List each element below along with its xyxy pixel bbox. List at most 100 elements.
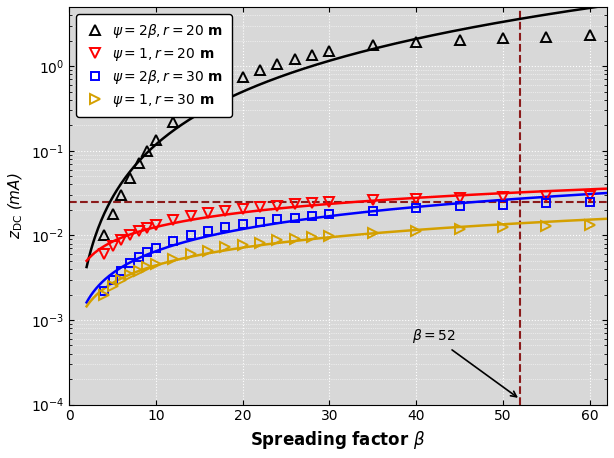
$\psi = 1, r = 20\ \mathbf{m}$ bbox=[543, 193, 550, 199]
$\psi = 1, r = 30\ \mathbf{m}$ bbox=[326, 233, 333, 239]
$\psi = 1, r = 20\ \mathbf{m}$ bbox=[456, 195, 464, 201]
$\psi = 1, r = 30\ \mathbf{m}$ bbox=[543, 223, 550, 229]
$\psi = 2\beta, r = 30\ \mathbf{m}$ bbox=[222, 225, 229, 230]
$\psi = 2\beta, r = 20\ \mathbf{m}$ bbox=[100, 233, 107, 238]
X-axis label: Spreading factor $\beta$: Spreading factor $\beta$ bbox=[251, 429, 426, 451]
$\psi = 2\beta, r = 20\ \mathbf{m}$ bbox=[257, 67, 264, 73]
$\psi = 2\beta, r = 20\ \mathbf{m}$ bbox=[126, 175, 134, 180]
$\psi = 1, r = 30\ \mathbf{m}$ bbox=[257, 240, 264, 245]
Line: $\psi = 1, r = 20\ \mathbf{m}$: $\psi = 1, r = 20\ \mathbf{m}$ bbox=[99, 191, 594, 259]
$\psi = 1, r = 20\ \mathbf{m}$ bbox=[100, 251, 107, 257]
$\psi = 1, r = 20\ \mathbf{m}$ bbox=[239, 206, 246, 212]
Line: $\psi = 2\beta, r = 30\ \mathbf{m}$: $\psi = 2\beta, r = 30\ \mathbf{m}$ bbox=[100, 198, 594, 295]
$\psi = 1, r = 20\ \mathbf{m}$ bbox=[109, 243, 116, 249]
$\psi = 1, r = 30\ \mathbf{m}$ bbox=[499, 224, 507, 230]
$\psi = 2\beta, r = 20\ \mathbf{m}$ bbox=[499, 35, 507, 41]
$\psi = 2\beta, r = 30\ \mathbf{m}$ bbox=[118, 268, 125, 274]
$\psi = 2\beta, r = 20\ \mathbf{m}$ bbox=[135, 160, 142, 165]
$\psi = 1, r = 20\ \mathbf{m}$ bbox=[274, 203, 281, 208]
$\psi = 1, r = 30\ \mathbf{m}$ bbox=[413, 228, 420, 233]
$\psi = 2\beta, r = 20\ \mathbf{m}$ bbox=[308, 52, 316, 58]
$\psi = 2\beta, r = 30\ \mathbf{m}$ bbox=[369, 208, 376, 214]
$\psi = 1, r = 20\ \mathbf{m}$ bbox=[187, 213, 195, 219]
$\psi = 1, r = 30\ \mathbf{m}$ bbox=[456, 226, 464, 231]
$\psi = 2\beta, r = 30\ \mathbf{m}$ bbox=[100, 288, 107, 294]
$\psi = 2\beta, r = 30\ \mathbf{m}$ bbox=[257, 219, 264, 224]
$\psi = 1, r = 30\ \mathbf{m}$ bbox=[274, 238, 281, 243]
$\psi = 2\beta, r = 20\ \mathbf{m}$ bbox=[456, 37, 464, 43]
$\psi = 2\beta, r = 30\ \mathbf{m}$ bbox=[291, 215, 298, 220]
$\psi = 2\beta, r = 20\ \mathbf{m}$ bbox=[118, 192, 125, 198]
$\psi = 1, r = 20\ \mathbf{m}$ bbox=[499, 194, 507, 200]
Line: $\psi = 2\beta, r = 20\ \mathbf{m}$: $\psi = 2\beta, r = 20\ \mathbf{m}$ bbox=[99, 31, 594, 240]
$\psi = 2\beta, r = 20\ \mathbf{m}$ bbox=[586, 33, 593, 38]
$\psi = 2\beta, r = 30\ \mathbf{m}$ bbox=[499, 202, 507, 207]
$\psi = 2\beta, r = 20\ \mathbf{m}$ bbox=[152, 137, 160, 142]
$\psi = 1, r = 30\ \mathbf{m}$ bbox=[291, 236, 298, 241]
$\psi = 2\beta, r = 30\ \mathbf{m}$ bbox=[413, 206, 420, 211]
$\psi = 1, r = 30\ \mathbf{m}$ bbox=[169, 256, 177, 262]
Text: $\beta = 52$: $\beta = 52$ bbox=[411, 327, 516, 397]
Line: $\psi = 1, r = 30\ \mathbf{m}$: $\psi = 1, r = 30\ \mathbf{m}$ bbox=[99, 220, 594, 300]
$\psi = 1, r = 30\ \mathbf{m}$ bbox=[187, 251, 195, 257]
$\psi = 1, r = 20\ \mathbf{m}$ bbox=[144, 225, 151, 230]
$\psi = 2\beta, r = 30\ \mathbf{m}$ bbox=[274, 217, 281, 222]
$\psi = 2\beta, r = 20\ \mathbf{m}$ bbox=[274, 61, 281, 67]
Legend: $\psi = 2\beta, r = 20\ \mathbf{m}$, $\psi = 1, r = 20\ \mathbf{m}$, $\psi = 2\b: $\psi = 2\beta, r = 20\ \mathbf{m}$, $\p… bbox=[76, 14, 231, 117]
$\psi = 2\beta, r = 20\ \mathbf{m}$ bbox=[204, 92, 212, 98]
$\psi = 1, r = 30\ \mathbf{m}$ bbox=[308, 234, 316, 240]
$\psi = 1, r = 20\ \mathbf{m}$ bbox=[126, 233, 134, 238]
$\psi = 2\beta, r = 30\ \mathbf{m}$ bbox=[144, 250, 151, 255]
$\psi = 2\beta, r = 30\ \mathbf{m}$ bbox=[109, 277, 116, 283]
$\psi = 1, r = 30\ \mathbf{m}$ bbox=[100, 292, 107, 297]
$\psi = 1, r = 30\ \mathbf{m}$ bbox=[204, 248, 212, 253]
$\psi = 2\beta, r = 20\ \mathbf{m}$ bbox=[222, 82, 229, 87]
$\psi = 2\beta, r = 20\ \mathbf{m}$ bbox=[291, 57, 298, 62]
$\psi = 1, r = 20\ \mathbf{m}$ bbox=[169, 217, 177, 223]
$\psi = 2\beta, r = 30\ \mathbf{m}$ bbox=[187, 233, 195, 238]
$\psi = 1, r = 20\ \mathbf{m}$ bbox=[222, 208, 229, 214]
$\psi = 2\beta, r = 20\ \mathbf{m}$ bbox=[369, 42, 376, 48]
$\psi = 2\beta, r = 30\ \mathbf{m}$ bbox=[126, 261, 134, 266]
$\psi = 2\beta, r = 20\ \mathbf{m}$ bbox=[169, 119, 177, 125]
$\psi = 2\beta, r = 20\ \mathbf{m}$ bbox=[144, 148, 151, 153]
$\psi = 2\beta, r = 30\ \mathbf{m}$ bbox=[152, 245, 160, 251]
$\psi = 2\beta, r = 20\ \mathbf{m}$ bbox=[109, 211, 116, 217]
$\psi = 2\beta, r = 20\ \mathbf{m}$ bbox=[413, 39, 420, 44]
$\psi = 2\beta, r = 30\ \mathbf{m}$ bbox=[135, 255, 142, 260]
$\psi = 1, r = 30\ \mathbf{m}$ bbox=[109, 284, 116, 289]
$\psi = 1, r = 30\ \mathbf{m}$ bbox=[126, 272, 134, 278]
$\psi = 1, r = 30\ \mathbf{m}$ bbox=[586, 222, 593, 228]
$\psi = 2\beta, r = 30\ \mathbf{m}$ bbox=[326, 212, 333, 217]
$\psi = 1, r = 20\ \mathbf{m}$ bbox=[326, 200, 333, 205]
$\psi = 1, r = 20\ \mathbf{m}$ bbox=[135, 229, 142, 234]
$\psi = 2\beta, r = 30\ \mathbf{m}$ bbox=[586, 200, 593, 205]
$\psi = 1, r = 30\ \mathbf{m}$ bbox=[118, 277, 125, 283]
$\psi = 2\beta, r = 20\ \mathbf{m}$ bbox=[326, 49, 333, 54]
$\psi = 1, r = 20\ \mathbf{m}$ bbox=[413, 196, 420, 202]
$\psi = 1, r = 30\ \mathbf{m}$ bbox=[144, 265, 151, 270]
$\psi = 2\beta, r = 30\ \mathbf{m}$ bbox=[456, 204, 464, 209]
$\psi = 1, r = 30\ \mathbf{m}$ bbox=[369, 230, 376, 235]
$\psi = 1, r = 20\ \mathbf{m}$ bbox=[308, 201, 316, 206]
$\psi = 2\beta, r = 30\ \mathbf{m}$ bbox=[239, 222, 246, 227]
$\psi = 1, r = 20\ \mathbf{m}$ bbox=[291, 202, 298, 207]
$\psi = 2\beta, r = 20\ \mathbf{m}$ bbox=[187, 104, 195, 109]
$\psi = 1, r = 30\ \mathbf{m}$ bbox=[135, 268, 142, 274]
$\psi = 2\beta, r = 30\ \mathbf{m}$ bbox=[543, 201, 550, 206]
$\psi = 2\beta, r = 30\ \mathbf{m}$ bbox=[308, 213, 316, 218]
$\psi = 1, r = 20\ \mathbf{m}$ bbox=[118, 237, 125, 243]
$\psi = 2\beta, r = 30\ \mathbf{m}$ bbox=[169, 238, 177, 244]
$\psi = 1, r = 20\ \mathbf{m}$ bbox=[369, 197, 376, 203]
$\psi = 1, r = 30\ \mathbf{m}$ bbox=[152, 261, 160, 267]
$\psi = 1, r = 20\ \mathbf{m}$ bbox=[204, 211, 212, 216]
$\psi = 1, r = 20\ \mathbf{m}$ bbox=[257, 204, 264, 210]
$\psi = 2\beta, r = 30\ \mathbf{m}$ bbox=[204, 228, 212, 234]
$\psi = 1, r = 30\ \mathbf{m}$ bbox=[239, 242, 246, 248]
$\psi = 2\beta, r = 20\ \mathbf{m}$ bbox=[543, 34, 550, 39]
$\psi = 2\beta, r = 20\ \mathbf{m}$ bbox=[239, 74, 246, 79]
$\psi = 1, r = 30\ \mathbf{m}$ bbox=[222, 245, 229, 250]
$\psi = 1, r = 20\ \mathbf{m}$ bbox=[586, 193, 593, 198]
Y-axis label: $z_{\mathrm{DC}}$ (mA): $z_{\mathrm{DC}}$ (mA) bbox=[7, 173, 25, 239]
$\psi = 1, r = 20\ \mathbf{m}$ bbox=[152, 222, 160, 228]
